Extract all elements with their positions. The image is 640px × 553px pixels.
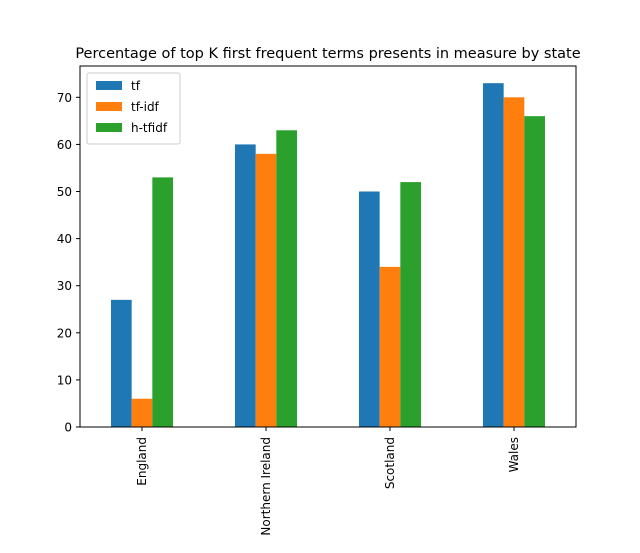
- bar-h-tfidf-northern-ireland: [276, 130, 297, 428]
- bar-tf-idf-england: [131, 398, 153, 427]
- legend-swatch-h-tfidf: [96, 123, 122, 132]
- bar-tf-scotland: [359, 191, 380, 427]
- legend-label-h-tfidf: h-tfidf: [131, 121, 168, 135]
- bar-tf-idf-scotland: [379, 266, 401, 427]
- x-tick-label-northern-ireland: Northern Ireland: [259, 437, 273, 536]
- y-tick-label-0: 0: [64, 421, 72, 435]
- bars-layer: [111, 83, 545, 428]
- plot-frame: [79, 65, 577, 428]
- legend-label-tf: tf: [131, 79, 141, 93]
- y-tick-label-70: 70: [57, 91, 72, 105]
- bar-tf-england: [111, 299, 132, 427]
- bar-h-tfidf-scotland: [400, 182, 421, 427]
- legend-swatch-tf: [96, 81, 122, 90]
- legend: tf tf-idf h-tfidf: [86, 72, 181, 145]
- x-tick-label-england: England: [135, 437, 149, 486]
- y-tick-label-40: 40: [57, 232, 72, 246]
- legend-label-tf-idf: tf-idf: [131, 100, 160, 114]
- bar-tf-wales: [483, 83, 504, 427]
- y-tick-label-20: 20: [57, 326, 72, 340]
- bar-tf-idf-wales: [503, 97, 525, 427]
- bar-tf-idf-northern-ireland: [255, 153, 277, 427]
- y-axis: 0 10 20 30 40 50 60 70: [57, 91, 80, 435]
- legend-swatch-tf-idf: [96, 102, 122, 111]
- x-axis: England Northern Ireland Scotland Wales: [135, 427, 521, 536]
- bar-h-tfidf-england: [152, 177, 173, 427]
- bar-tf-northern-ireland: [235, 144, 256, 428]
- y-tick-label-30: 30: [57, 279, 72, 293]
- y-tick-label-50: 50: [57, 185, 72, 199]
- bar-h-tfidf-wales: [524, 116, 545, 427]
- y-tick-label-60: 60: [57, 138, 72, 152]
- y-tick-label-10: 10: [57, 373, 72, 387]
- x-tick-label-wales: Wales: [507, 437, 521, 472]
- chart-title: Percentage of top K first frequent terms…: [75, 46, 580, 62]
- x-tick-label-scotland: Scotland: [383, 437, 397, 489]
